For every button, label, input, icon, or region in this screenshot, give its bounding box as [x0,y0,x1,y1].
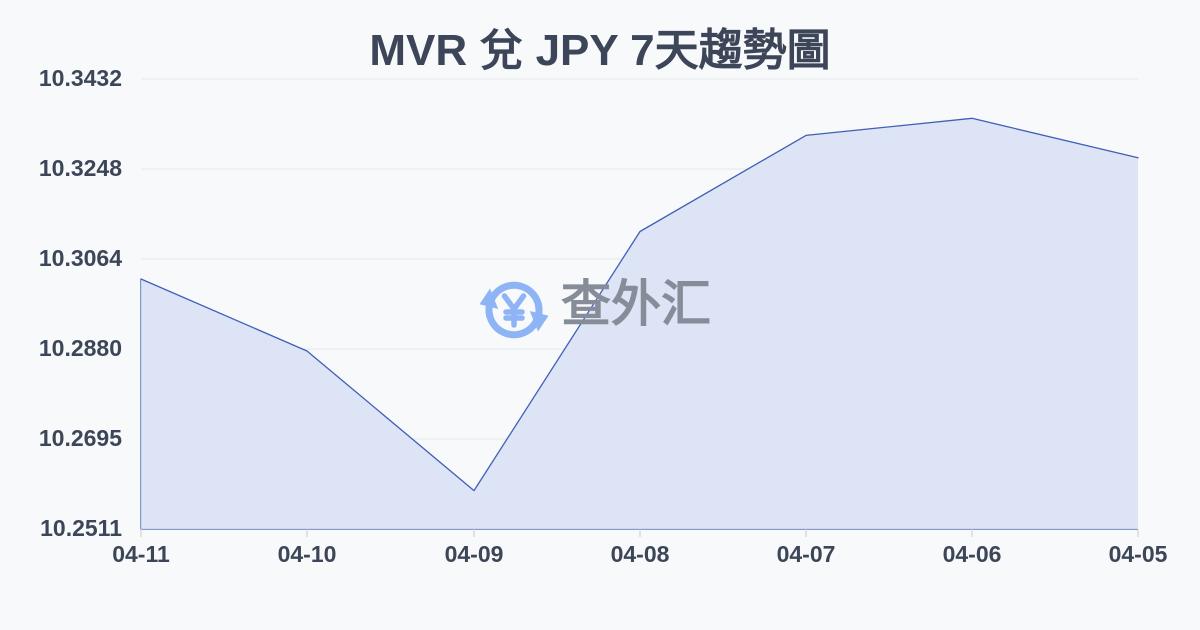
svg-text:04-08: 04-08 [611,541,670,567]
svg-text:04-07: 04-07 [777,541,836,567]
svg-text:10.3432: 10.3432 [39,65,122,91]
svg-text:04-11: 04-11 [112,541,170,567]
svg-text:10.3248: 10.3248 [39,155,122,181]
svg-text:04-10: 04-10 [278,541,337,567]
svg-text:10.2880: 10.2880 [39,335,122,361]
svg-text:10.2511: 10.2511 [40,515,122,541]
svg-text:04-05: 04-05 [1109,541,1168,567]
svg-text:04-09: 04-09 [445,541,504,567]
svg-text:10.2695: 10.2695 [39,425,122,451]
svg-text:10.3064: 10.3064 [39,245,122,271]
svg-text:04-06: 04-06 [943,541,1002,567]
svg-text:查外汇: 查外汇 [561,276,711,332]
